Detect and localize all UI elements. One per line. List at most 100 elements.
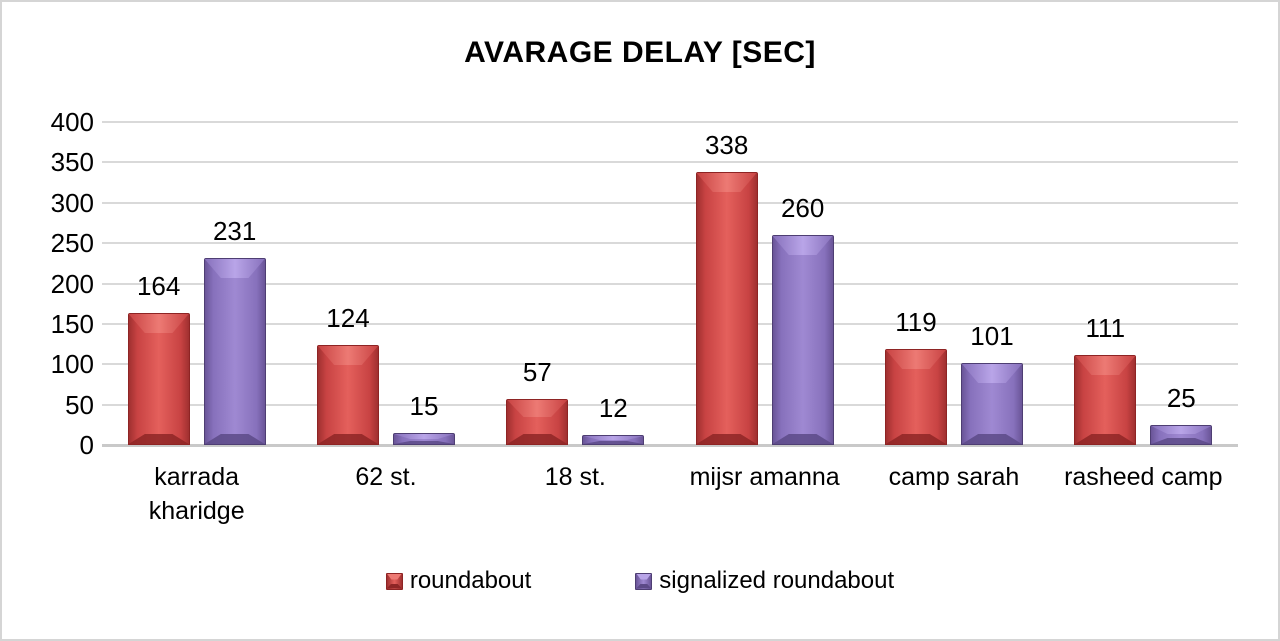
bar-signalized-roundabout [203, 258, 266, 445]
bar-bevel-top [317, 346, 378, 365]
legend-marker-signalized-roundabout [635, 572, 653, 590]
bar-column: 338 [695, 122, 758, 445]
gridline [102, 201, 1238, 204]
chart-title: AVARAGE DELAY [SEC] [464, 36, 816, 69]
bar-column: 260 [771, 122, 834, 445]
bar-bevel-bottom [507, 434, 568, 444]
x-category-label-text: rasheed camp [1064, 463, 1223, 491]
x-category-label: 18 st. [481, 460, 670, 528]
y-tick-label: 0 [79, 430, 94, 460]
x-category-label: karrada kharidge [102, 460, 291, 528]
bar-bevel-top [1075, 356, 1136, 375]
bar-bevel-top [1151, 426, 1212, 434]
bar-column: 164 [127, 122, 190, 445]
bar-roundabout [127, 313, 190, 445]
bar-bevel-bottom [583, 441, 644, 444]
bar-signalized-roundabout [1150, 425, 1213, 445]
bar-groups: 164 231 124 15 57 12 338 260 119 101 111 25 [102, 122, 1238, 445]
bar-bevel-top [583, 436, 644, 440]
bar-roundabout [884, 349, 947, 445]
bar-group: 164 231 [102, 122, 291, 445]
gridline [102, 242, 1238, 245]
bar-column: 15 [392, 122, 455, 445]
bar-roundabout [506, 399, 569, 445]
x-category-label: 62 st. [291, 460, 480, 528]
bar-value-label: 338 [704, 130, 749, 160]
x-category-label-text: camp sarah [888, 463, 1020, 491]
y-tick-label: 350 [50, 147, 94, 178]
bar-bevel-bottom [1075, 434, 1136, 444]
gridline [102, 121, 1238, 123]
bar-signalized-roundabout [771, 235, 834, 445]
bar-bevel-top [393, 434, 454, 439]
x-category-label-text: karrada kharidge [148, 463, 245, 525]
bar-column: 119 [884, 122, 947, 445]
bar-bevel-bottom [885, 434, 946, 444]
bar-value-label: 124 [326, 303, 370, 333]
legend-marker-bevel-bottom [386, 583, 402, 589]
bar-bevel-top [772, 236, 833, 255]
legend-marker-roundabout [385, 572, 403, 590]
bar-column: 57 [506, 122, 569, 445]
bar-bevel-bottom [204, 434, 265, 444]
legend-label: roundabout [409, 567, 532, 594]
bar-column: 12 [582, 122, 645, 445]
bar-bevel-bottom [128, 434, 189, 444]
bar-column: 25 [1150, 122, 1213, 445]
bar-value-label: 260 [780, 193, 825, 223]
x-category-label: camp sarah [859, 460, 1048, 528]
legend-marker-bevel-top [386, 573, 402, 580]
bar-signalized-roundabout [392, 433, 455, 445]
legend-marker-bevel-top [636, 573, 652, 580]
y-tick-label: 150 [50, 308, 94, 339]
bar-bevel-top [507, 400, 568, 417]
bar-column: 231 [203, 122, 266, 445]
bar-value-label: 164 [136, 271, 181, 301]
gridline [102, 403, 1238, 406]
y-tick-label: 400 [50, 107, 94, 137]
bar-value-label: 15 [409, 391, 439, 421]
y-tick-label: 100 [50, 349, 94, 380]
y-tick-label: 200 [50, 268, 94, 299]
bar-bevel-bottom [317, 434, 378, 444]
x-category-label-text: mijsr amanna [689, 463, 840, 491]
bar-value-label: 101 [970, 321, 1014, 351]
bar-group: 338 260 [670, 122, 859, 445]
bar-signalized-roundabout [582, 435, 645, 445]
bar-bevel-bottom [1151, 438, 1212, 444]
legend: roundabout signalized roundabout [2, 568, 1278, 594]
bar-column: 111 [1074, 122, 1137, 445]
gridline [102, 322, 1238, 325]
bar-roundabout [695, 172, 758, 445]
gridline [102, 363, 1238, 366]
bar-value-label: 111 [1085, 313, 1126, 343]
bar-roundabout [1074, 355, 1137, 445]
gridline [102, 161, 1238, 164]
bar-value-label: 25 [1166, 383, 1196, 413]
bar-group: 111 25 [1049, 122, 1238, 445]
bar-bevel-top [961, 364, 1022, 383]
bar-bevel-top [696, 173, 757, 192]
gridline [102, 282, 1238, 285]
bar-column: 101 [960, 122, 1023, 445]
bar-bevel-bottom [961, 434, 1022, 444]
x-axis-line [102, 444, 1238, 447]
bar-group: 124 15 [291, 122, 480, 445]
bar-value-label: 57 [522, 357, 552, 387]
bar-bevel-top [204, 259, 265, 278]
bar-roundabout [316, 345, 379, 445]
legend-marker-bevel-bottom [636, 583, 652, 589]
bar-bevel-top [885, 350, 946, 369]
y-axis: 0 50 100 150 200 250 300 350 400 [2, 109, 94, 458]
legend-item-roundabout: roundabout [385, 567, 532, 594]
bar-value-label: 231 [212, 216, 257, 246]
x-axis: karrada kharidge 62 st. 18 st. mijsr amanna… [102, 460, 1238, 528]
bar-value-label: 12 [598, 393, 628, 423]
legend-label: signalized roundabout [659, 567, 895, 594]
x-category-label-text: 18 st. [544, 463, 606, 491]
bar-column: 124 [316, 122, 379, 445]
bar-group: 57 12 [481, 122, 670, 445]
y-tick-label: 300 [50, 187, 94, 218]
x-category-label-text: 62 st. [355, 463, 417, 491]
